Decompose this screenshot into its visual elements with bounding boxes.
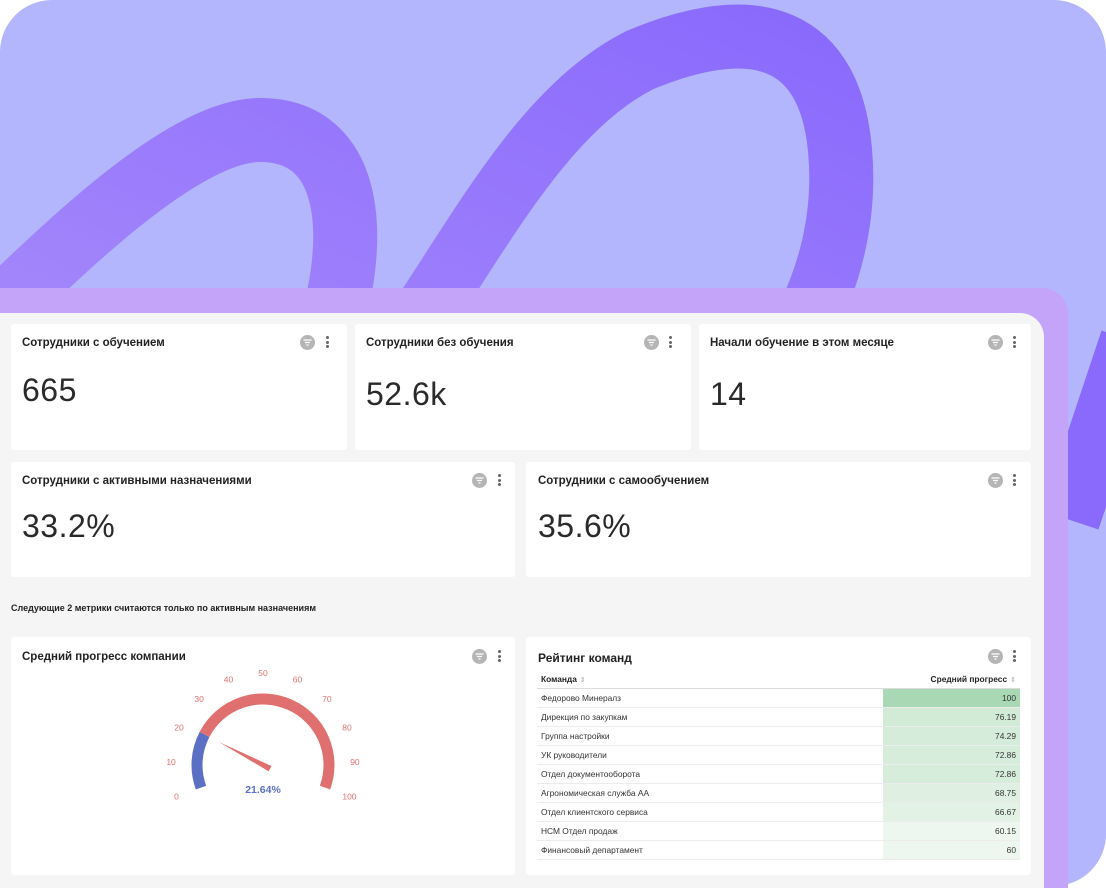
column-header-label: Команда [541,673,577,684]
card-title: Сотрудники с обучением [22,337,165,349]
more-vertical-icon[interactable] [1011,474,1017,488]
card-active-assignments [11,462,515,577]
table-row[interactable]: НСМ Отдел продаж 60.15 [537,821,1020,841]
progress-cell: 60 [883,840,1020,860]
more-vertical-icon[interactable] [496,474,502,488]
filter-icon[interactable] [472,649,487,664]
metric-value: 35.6% [538,508,632,544]
filter-icon[interactable] [472,473,487,488]
team-name-cell: Федорово Минералз [537,688,883,708]
progress-cell: 72.86 [883,745,1020,765]
progress-cell: 60.15 [883,821,1020,841]
sort-icon[interactable]: ⇕ [1010,676,1016,684]
filter-icon[interactable] [988,473,1003,488]
team-name-cell: Финансовый департамент [537,840,883,860]
card-employees-trained [11,324,347,450]
more-vertical-icon[interactable] [496,650,502,664]
team-name-cell: НСМ Отдел продаж [537,821,883,841]
metric-value: 14 [710,376,747,412]
card-started-this-month [699,324,1031,450]
team-name-cell: Отдел клиентского сервиса [537,802,883,822]
ranking-table: Команда ⇕ Средний прогресс ⇕ Федорово Мине… [537,670,1020,860]
card-title: Рейтинг команд [538,651,632,665]
card-title: Средний прогресс компании [22,651,186,663]
table-row[interactable]: Финансовый департамент 60 [537,840,1020,860]
card-title: Сотрудники с самообучением [538,475,710,487]
card-title: Начали обучение в этом месяце [710,337,894,349]
filter-icon[interactable] [988,649,1003,664]
progress-cell: 76.19 [883,707,1020,727]
table-row[interactable]: Федорово Минералз 100 [537,688,1020,708]
progress-cell: 100 [883,688,1020,708]
more-vertical-icon[interactable] [1011,650,1017,664]
sort-icon[interactable]: ⇕ [579,676,586,684]
column-header-team[interactable]: Команда ⇕ [537,670,883,689]
table-row[interactable]: Отдел документооборота 72.86 [537,764,1020,784]
more-vertical-icon[interactable] [1011,336,1017,350]
filter-icon[interactable] [300,335,315,350]
column-header-label: Средний прогресс [930,673,1008,684]
table-row[interactable]: Дирекция по закупкам 76.19 [537,707,1020,727]
table-row[interactable]: Агрономическая служба АА 68.75 [537,783,1020,803]
more-vertical-icon[interactable] [667,336,673,350]
card-company-progress [11,637,515,875]
progress-cell: 68.75 [883,783,1020,803]
column-header-progress[interactable]: Средний прогресс ⇕ [883,670,1020,689]
team-name-cell: Отдел документооборота [537,764,883,784]
team-name-cell: Дирекция по закупкам [537,707,883,727]
table-row[interactable]: УК руководители 72.86 [537,745,1020,765]
more-vertical-icon[interactable] [324,336,330,350]
metric-value: 33.2% [22,508,116,544]
table-row[interactable]: Группа настройки 74.29 [537,726,1020,746]
team-name-cell: Группа настройки [537,726,883,746]
filter-icon[interactable] [988,335,1003,350]
card-self-learning [526,462,1031,577]
table-row[interactable]: Отдел клиентского сервиса 66.67 [537,802,1020,822]
team-name-cell: Агрономическая служба АА [537,783,883,803]
card-title: Сотрудники с активными назначениями [22,475,252,487]
progress-cell: 66.67 [883,802,1020,822]
metric-value: 52.6k [366,376,447,412]
card-title: Сотрудники без обучения [366,337,514,349]
team-name-cell: УК руководители [537,745,883,765]
card-employees-untrained [355,324,691,450]
progress-cell: 74.29 [883,726,1020,746]
table-header-row: Команда ⇕ Средний прогресс ⇕ [537,670,1020,689]
section-note: Следующие 2 метрики считаются только по … [11,603,316,613]
filter-icon[interactable] [644,335,659,350]
progress-cell: 72.86 [883,764,1020,784]
metric-value: 665 [22,372,77,408]
